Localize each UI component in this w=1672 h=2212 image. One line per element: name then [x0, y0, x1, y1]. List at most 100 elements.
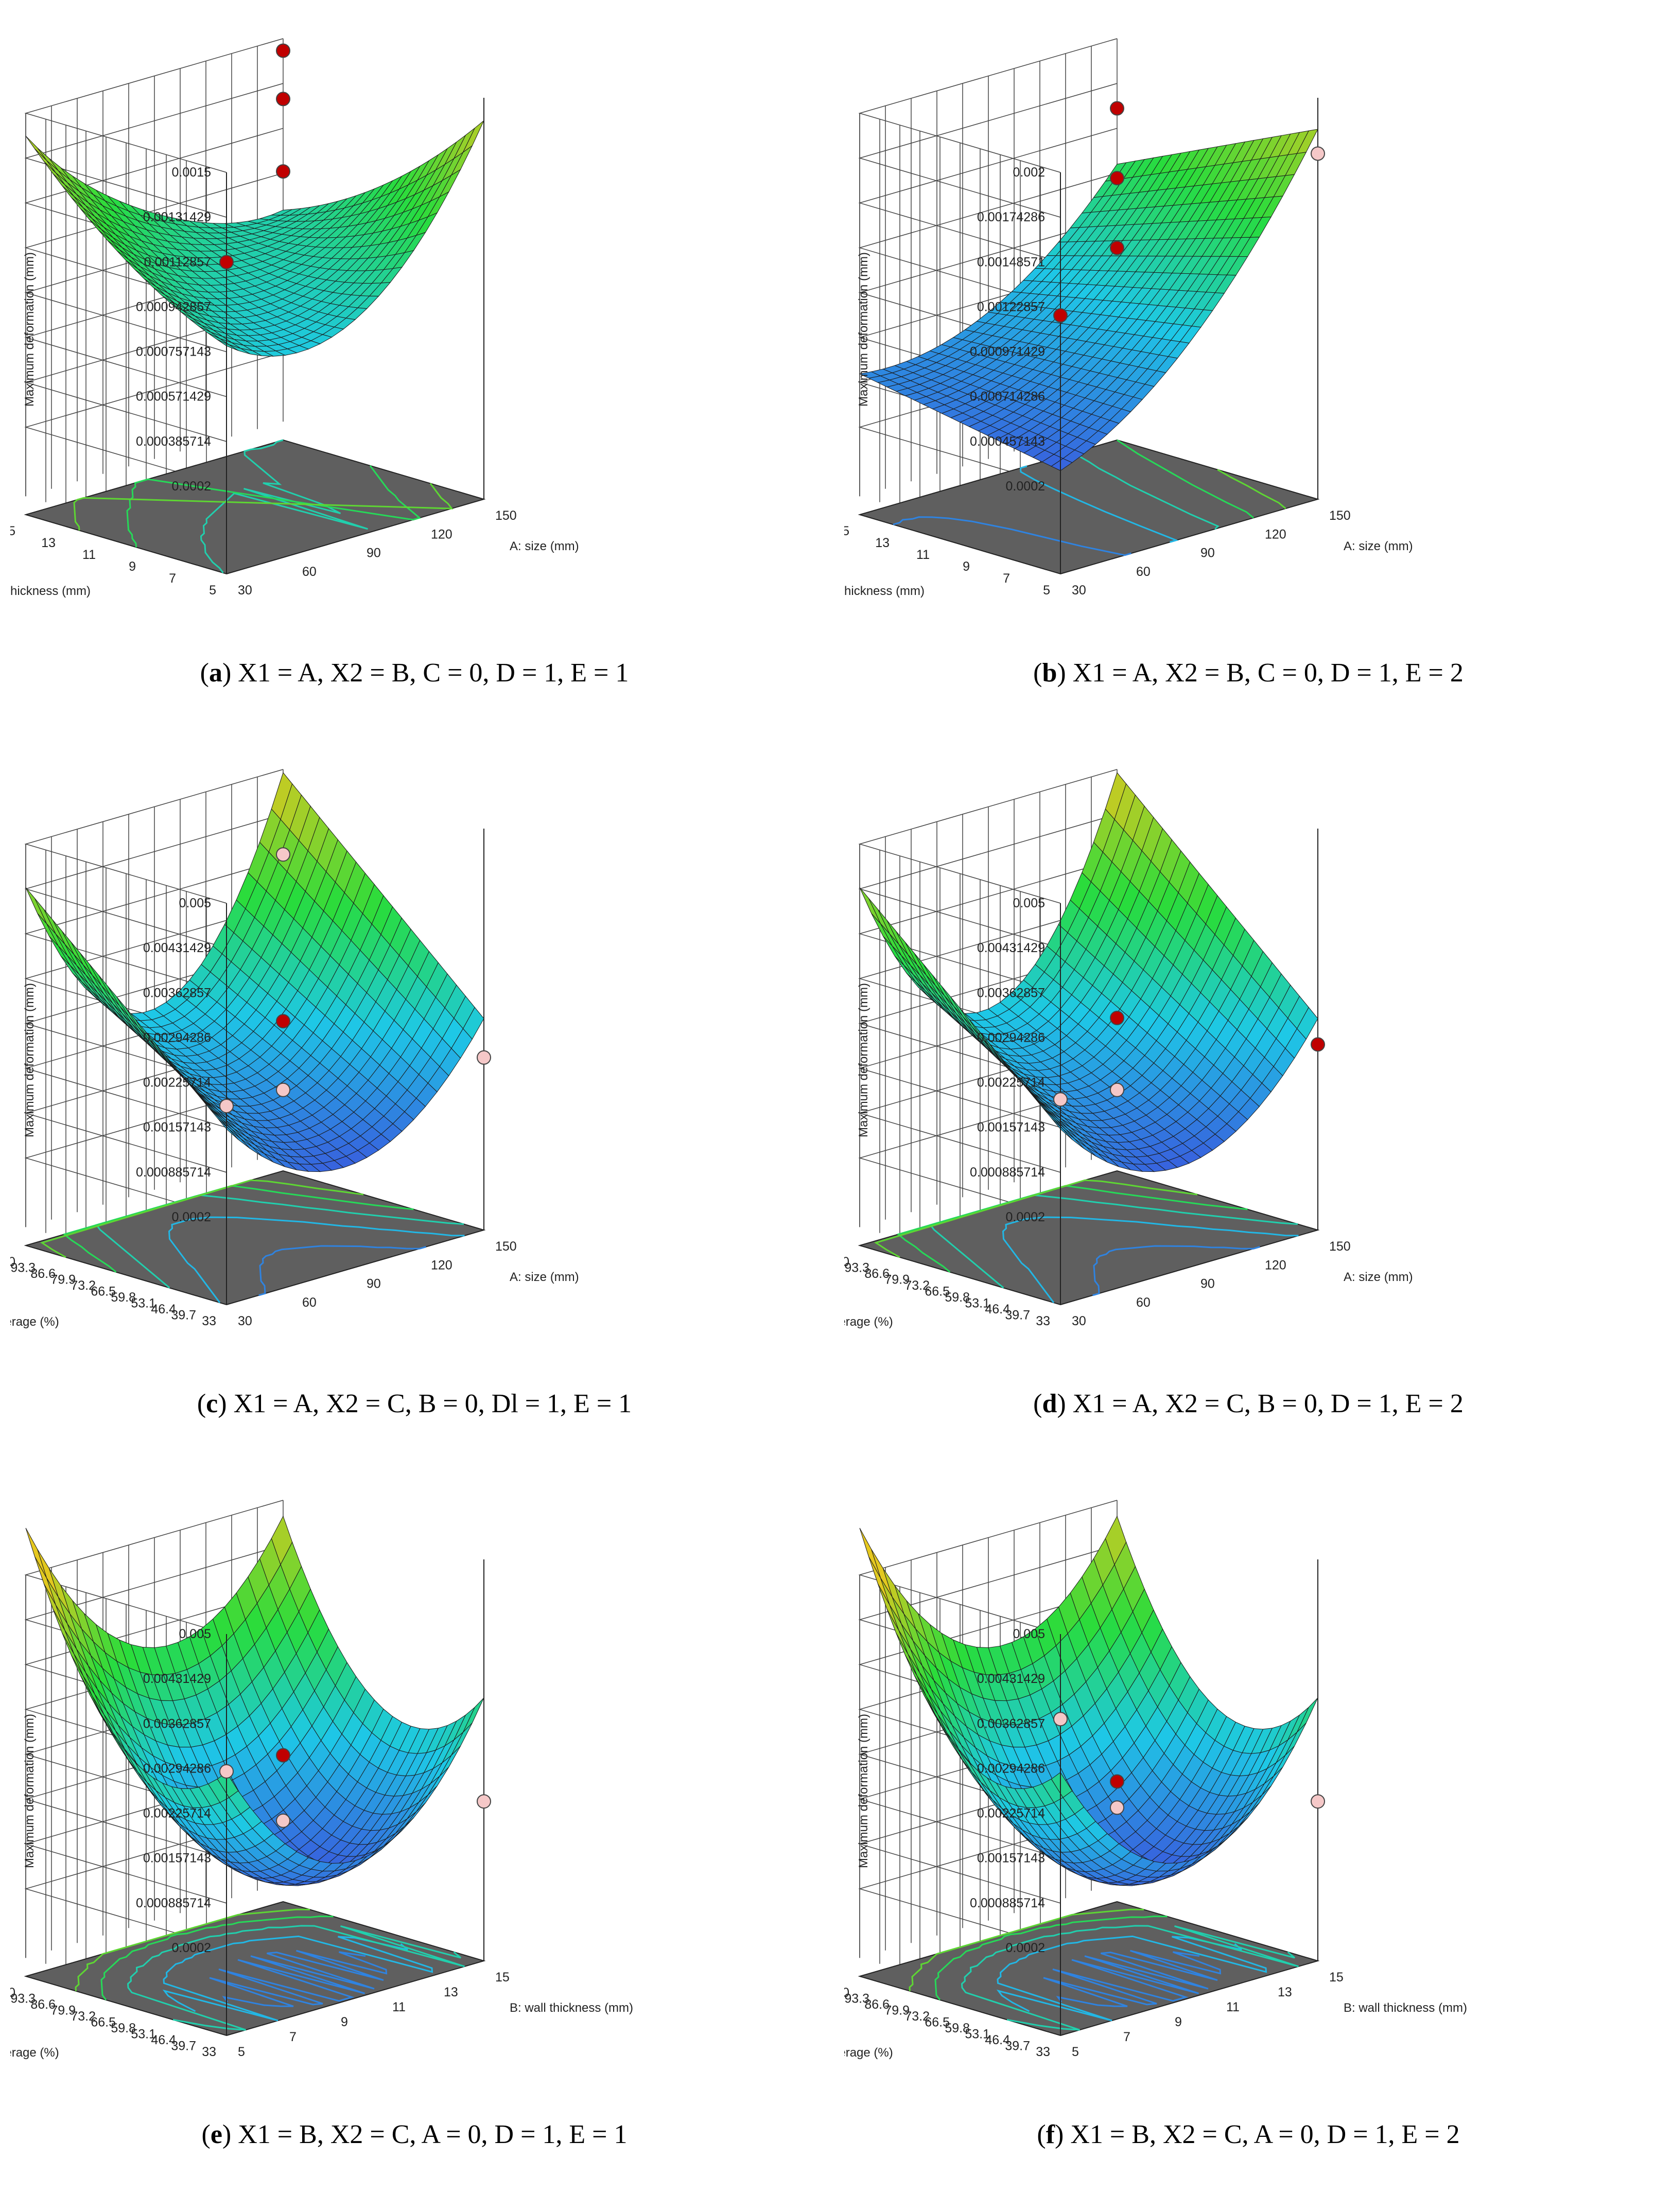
response-surface — [859, 772, 1318, 1172]
design-point-marker — [276, 1813, 290, 1828]
z-tick-label: 0.00225714 — [143, 1076, 211, 1090]
x-tick-label: 90 — [1200, 1277, 1215, 1291]
y-tick-label: 7 — [169, 571, 176, 586]
y-tick-label: 93.3 — [10, 1992, 36, 2006]
z-tick-label: 0.005 — [179, 1627, 211, 1641]
contour-lines — [909, 1908, 1299, 2031]
caption-a: (a) X1 = A, X2 = B, C = 0, D = 1, E = 1 — [200, 658, 629, 688]
surface-cell — [217, 1772, 239, 1798]
y-tick-label: 39.7 — [171, 1308, 196, 1323]
z-tick-label: 0.000571429 — [136, 390, 211, 404]
z-tick-label: 0.00122857 — [977, 300, 1045, 314]
contour-line — [961, 1925, 1299, 2031]
response-surface — [25, 120, 484, 357]
design-points — [1053, 1712, 1325, 1815]
caption-c: (c) X1 = A, X2 = C, B = 0, Dl = 1, E = 1 — [197, 1389, 632, 1418]
z-tick-label: 0.00294286 — [977, 1761, 1045, 1776]
z-tick-label: 0.00157143 — [977, 1851, 1045, 1866]
z-tick-label: 0.0002 — [1006, 1210, 1045, 1224]
contour-lines — [73, 439, 454, 573]
z-tick-label: 0.00362857 — [977, 1716, 1045, 1731]
z-tick-label: 0.00294286 — [143, 1030, 211, 1045]
y-tick-label: 66.5 — [925, 2015, 950, 2030]
y-axis-label: C: Coverage (%) — [10, 2046, 59, 2060]
design-point-marker — [1311, 1794, 1325, 1809]
y-axis-ticks: 33 39.746.453.159.866.573.279.986.693.310… — [10, 1986, 216, 2059]
y-tick-label: 13 — [875, 536, 890, 550]
x-axis-label: B: wall thickness (mm) — [510, 2001, 633, 2015]
design-point-marker — [276, 43, 290, 58]
contour-line — [893, 516, 1131, 556]
y-tick-label: 7 — [1003, 571, 1010, 586]
y-tick-label: 73.2 — [904, 1278, 930, 1293]
x-axis-label: A: size (mm) — [510, 539, 579, 553]
z-axis-ticks: 0.0002 0.000885714 0.00157143 0.00225714 0.0… — [970, 1627, 1045, 1955]
surface-plot-f: 0.0002 0.000885714 0.00157143 0.00225714 0.0… — [844, 1500, 1467, 2060]
wall-gridline — [24, 38, 284, 173]
z-tick-label: 0.0002 — [1006, 1941, 1045, 1955]
wall-gridline — [24, 858, 284, 994]
z-tick-label: 0.000714286 — [970, 390, 1045, 404]
z-tick-label: 0.00431429 — [977, 941, 1045, 955]
contour-line — [127, 1925, 465, 2031]
contour-line — [896, 1185, 1248, 1273]
z-tick-label: 0.0002 — [172, 1941, 211, 1955]
surface-plot-b: 0.0002 0.000457143 0.000714286 0.000971429 0… — [844, 38, 1413, 598]
y-tick-label: 100 — [844, 1986, 849, 2000]
chart-panel-e: 0.0002 0.000885714 0.00157143 0.00225714 0.0… — [10, 1462, 818, 2177]
x-tick-label: 13 — [1278, 1985, 1292, 1999]
y-tick-label: 93.3 — [844, 1992, 869, 2006]
z-tick-label: 0.00294286 — [143, 1761, 211, 1776]
y-tick-label: 73.2 — [904, 2009, 930, 2024]
contour-line — [1217, 469, 1286, 510]
x-tick-label: 13 — [444, 1985, 458, 1999]
y-axis-label: C: Coverage (%) — [844, 1315, 893, 1329]
contour-line — [100, 1916, 334, 2000]
design-points — [1053, 101, 1325, 323]
x-tick-label: 7 — [289, 2030, 297, 2044]
wall-gridline — [858, 814, 1118, 949]
z-axis-label: Maximum deformation (mm) — [23, 983, 37, 1137]
x-axis-ticks: 30 60 90 120 150 — [238, 1239, 517, 1328]
wall-gridline — [24, 1083, 284, 1218]
z-axis-label: Maximum deformation (mm) — [857, 1714, 870, 1868]
wall-gridline — [858, 1083, 1118, 1218]
contour-line — [1117, 439, 1254, 519]
z-tick-label: 0.00362857 — [143, 986, 211, 1000]
design-point-marker — [1053, 308, 1068, 323]
y-axis-label: C: Coverage (%) — [10, 1315, 59, 1329]
z-tick-label: 0.00225714 — [977, 1076, 1045, 1090]
surface-cell — [859, 1528, 881, 1578]
z-tick-label: 0.000885714 — [970, 1896, 1045, 1910]
chart-panel-c: 0.0002 0.000885714 0.00157143 0.00225714 0.0… — [10, 731, 818, 1446]
design-point-marker — [1053, 1092, 1068, 1107]
contour-line — [934, 1916, 1168, 2000]
frame-edges — [1060, 1559, 1318, 2035]
z-tick-label: 0.00431429 — [143, 941, 211, 955]
surface-plot-d: 0.0002 0.000885714 0.00157143 0.00225714 0.0… — [844, 769, 1413, 1329]
surface-cell — [217, 1117, 239, 1140]
wall-gridline — [858, 769, 1118, 904]
y-tick-label: 46.4 — [151, 2033, 176, 2047]
x-tick-label: 120 — [1265, 527, 1286, 541]
x-tick-label: 5 — [238, 2045, 245, 2059]
design-point-marker — [1110, 1800, 1124, 1815]
y-axis-ticks: 33 39.746.453.159.866.573.279.986.693.310… — [844, 1986, 1050, 2059]
design-point-marker — [219, 1098, 234, 1113]
x-tick-label: 30 — [238, 1314, 252, 1328]
z-tick-label: 0.000885714 — [136, 1165, 211, 1180]
contour-line — [1092, 1245, 1260, 1296]
x-axis-ticks: 5 7 9 11 13 15 — [1072, 1970, 1344, 2059]
x-tick-label: 15 — [1329, 1970, 1344, 1985]
y-tick-label: 100 — [10, 1986, 15, 2000]
y-tick-label: 66.5 — [925, 1285, 950, 1299]
surface-cell — [859, 887, 881, 924]
z-tick-label: 0.00431429 — [143, 1672, 211, 1686]
y-tick-label: 86.6 — [30, 1997, 56, 2012]
y-tick-label: 59.8 — [945, 2021, 970, 2035]
contour-line — [1043, 1950, 1222, 2007]
y-tick-label: 33 — [202, 2045, 216, 2059]
y-tick-label: 86.6 — [864, 1997, 890, 2012]
design-point-marker — [1110, 101, 1124, 116]
surface-cell — [1051, 458, 1073, 471]
